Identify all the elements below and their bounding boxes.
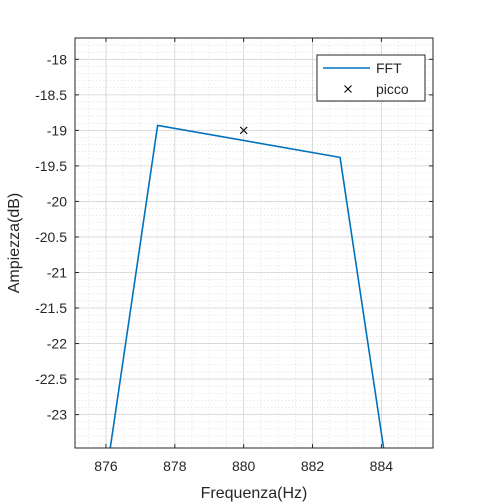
marker-picco	[239, 126, 248, 135]
y-tick-label: -19	[47, 122, 67, 138]
x-tick-label: 884	[370, 458, 394, 474]
y-tick-label: -18	[47, 51, 67, 67]
legend-box	[316, 54, 426, 102]
tick-labels: 876 878 880 882 884 -18 -18.5 -19 -19.5 -20 -20.5 -…	[35, 51, 393, 474]
y-tick-label: -19.5	[35, 158, 67, 174]
y-tick-label: -21.5	[35, 300, 67, 316]
y-tick-label: -20.5	[35, 229, 67, 245]
legend: FFT picco	[316, 54, 426, 102]
x-tick-label: 880	[232, 458, 256, 474]
y-tick-label: -22	[47, 336, 67, 352]
x-tick-label: 876	[94, 458, 118, 474]
marker-picco-stroke	[239, 126, 248, 135]
axes-box	[74, 37, 434, 449]
legend-fft-label: FFT	[376, 60, 402, 76]
y-tick-label: -23	[47, 407, 67, 423]
major-grid	[75, 38, 433, 448]
series-line-fft	[109, 124, 385, 448]
y-axis-label: Ampiezza(dB)	[6, 193, 23, 293]
legend-picco-marker	[344, 85, 352, 93]
x-axis-label: Frequenza(Hz)	[201, 485, 308, 502]
x-tick-label: 878	[163, 458, 187, 474]
y-tick-label: -20	[47, 193, 67, 209]
y-tick-label: -18.5	[35, 87, 67, 103]
y-tick-label: -22.5	[35, 371, 67, 387]
x-tick-label: 882	[301, 458, 325, 474]
ticks	[75, 38, 433, 448]
legend-picco-label: picco	[376, 81, 409, 97]
y-tick-label: -21	[47, 264, 67, 280]
series-layer	[109, 124, 385, 448]
